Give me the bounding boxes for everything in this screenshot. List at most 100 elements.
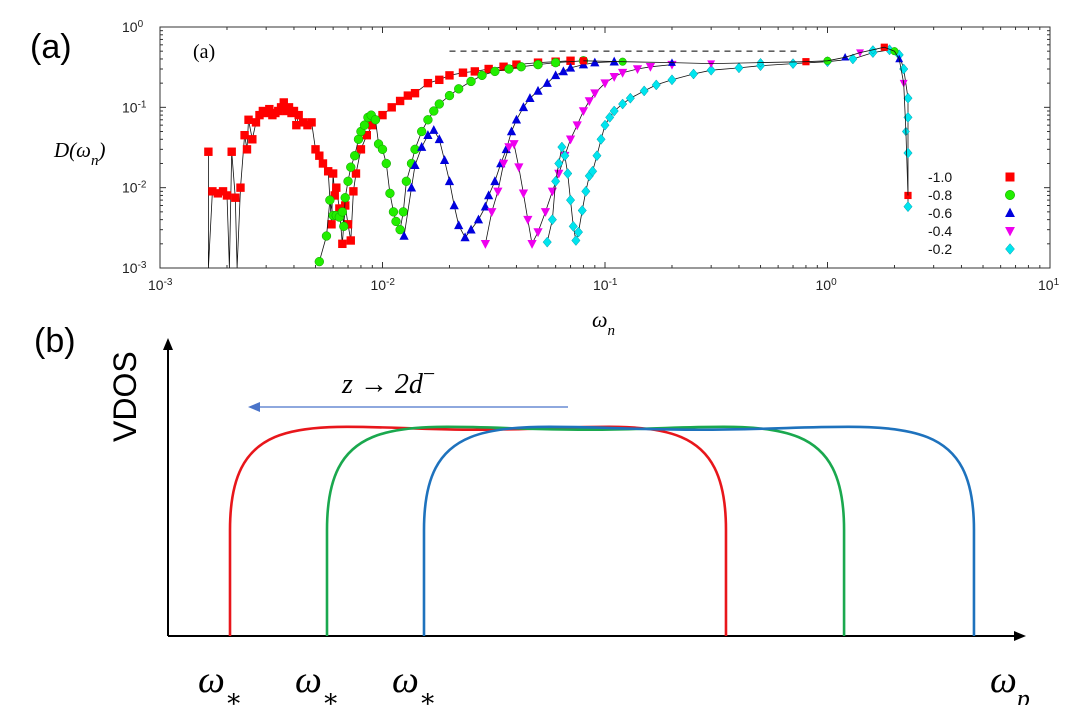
data-point--1.0 [315, 151, 324, 160]
data-point--1.0 [356, 145, 366, 154]
data-point--0.8 [340, 193, 350, 203]
x-axis-label: ωn [592, 307, 615, 339]
y-tick-base: 10 [122, 19, 138, 35]
y-tick-label: 10-3 [122, 260, 147, 277]
data-point--0.2 [639, 85, 649, 97]
data-point--0.4 [572, 121, 582, 131]
data-point--0.2 [588, 165, 598, 177]
data-point--1.0 [378, 110, 387, 120]
data-point--0.6 [484, 190, 494, 200]
data-point--0.4 [565, 135, 576, 145]
data-point--0.2 [566, 194, 576, 206]
data-point--0.8 [417, 126, 427, 137]
x-tick-base: 10 [148, 277, 164, 293]
data-point--0.4 [600, 79, 610, 89]
series-line--0.8 [318, 60, 584, 262]
data-point--1.0 [251, 118, 261, 127]
omega-star-main: ω [392, 659, 419, 701]
x-tick-exp: -2 [386, 277, 395, 288]
data-point--0.2 [605, 111, 615, 123]
omega-star-sub: ∗ [322, 684, 340, 705]
data-point--1.0 [276, 103, 286, 112]
series-line--0.2 [546, 49, 909, 243]
data-point--0.8 [454, 84, 464, 94]
data-point--1.0 [403, 91, 413, 100]
data-point--0.6 [429, 125, 439, 134]
high-branch-point [856, 49, 864, 57]
y-tick-base: 10 [122, 99, 138, 115]
data-point--1.0 [362, 130, 371, 140]
data-point--0.2 [573, 226, 584, 238]
data-point--0.2 [563, 168, 573, 179]
data-point--1.0 [292, 120, 301, 130]
high-branch-point [668, 58, 676, 66]
data-point--1.0 [484, 64, 493, 74]
legend-marker--1.0 [1005, 172, 1015, 182]
data-point--0.6 [525, 93, 535, 102]
legend-marker--0.6 [1005, 207, 1015, 218]
vdos-curve-red [228, 425, 728, 636]
data-point--0.2 [560, 150, 570, 162]
data-point--0.8 [325, 195, 335, 205]
data-point--0.4 [554, 169, 564, 179]
data-point--0.4 [609, 73, 619, 82]
omega-p-sub: p [1015, 684, 1030, 705]
data-point--0.8 [381, 158, 391, 169]
vdos-y-label: VDOS [107, 351, 143, 442]
data-point--0.6 [410, 160, 420, 170]
data-point--0.4 [533, 228, 543, 238]
data-point--0.8 [466, 76, 476, 87]
data-point--1.0 [512, 60, 521, 69]
data-point--0.6 [473, 214, 484, 224]
data-point--0.8 [398, 207, 408, 217]
data-point--0.4 [590, 89, 600, 99]
data-point--0.6 [518, 102, 529, 112]
y-tick-label: 10-2 [122, 179, 147, 196]
data-point--1.0 [208, 187, 217, 196]
data-point--0.2 [581, 185, 591, 197]
legend-label--0.6: -0.6 [928, 205, 952, 221]
data-point--0.8 [321, 231, 332, 241]
data-point--1.0 [458, 68, 468, 77]
data-point--0.4 [487, 208, 497, 217]
data-point--1.0 [343, 220, 353, 229]
data-point--0.6 [511, 114, 522, 124]
x-tick-exp: -3 [164, 277, 173, 288]
plot-frame [159, 26, 1051, 269]
data-point--0.8 [434, 99, 444, 109]
data-point--0.2 [551, 175, 561, 187]
y-axis-arrowhead [163, 338, 173, 350]
data-point--0.8 [504, 64, 514, 74]
data-point--1.0 [346, 236, 355, 245]
x-tick-base: 10 [371, 277, 387, 293]
data-point--0.6 [551, 70, 561, 80]
data-point--1.0 [222, 191, 232, 200]
data-point--1.0 [213, 189, 223, 198]
data-point--1.0 [227, 147, 236, 156]
data-point--0.2 [592, 150, 602, 162]
data-point--1.0 [236, 183, 245, 192]
x-tick-base: 10 [816, 277, 832, 293]
data-point--0.8 [388, 207, 399, 217]
data-point--0.8 [477, 70, 487, 81]
data-point--1.0 [240, 130, 249, 140]
data-point--0.2 [625, 92, 635, 104]
omega-star-label: ω∗ [392, 659, 437, 705]
data-point--1.0 [395, 96, 405, 106]
data-point--0.2 [568, 220, 578, 232]
data-point--1.0 [311, 145, 320, 154]
data-point--1.0 [330, 191, 339, 200]
vdos-curve-blue [422, 425, 976, 636]
data-point--0.2 [689, 68, 699, 80]
data-point--0.2 [667, 74, 677, 86]
y-axis-label: D(ωn) [53, 138, 106, 169]
data-point--0.8 [377, 144, 388, 154]
x-axis-label-main: ω [592, 307, 608, 332]
y-axis-label-close: ) [98, 138, 106, 162]
data-point--1.0 [265, 104, 274, 114]
x-tick-exp: -1 [609, 277, 618, 288]
data-point--0.8 [395, 225, 405, 235]
data-point--0.6 [609, 56, 619, 66]
